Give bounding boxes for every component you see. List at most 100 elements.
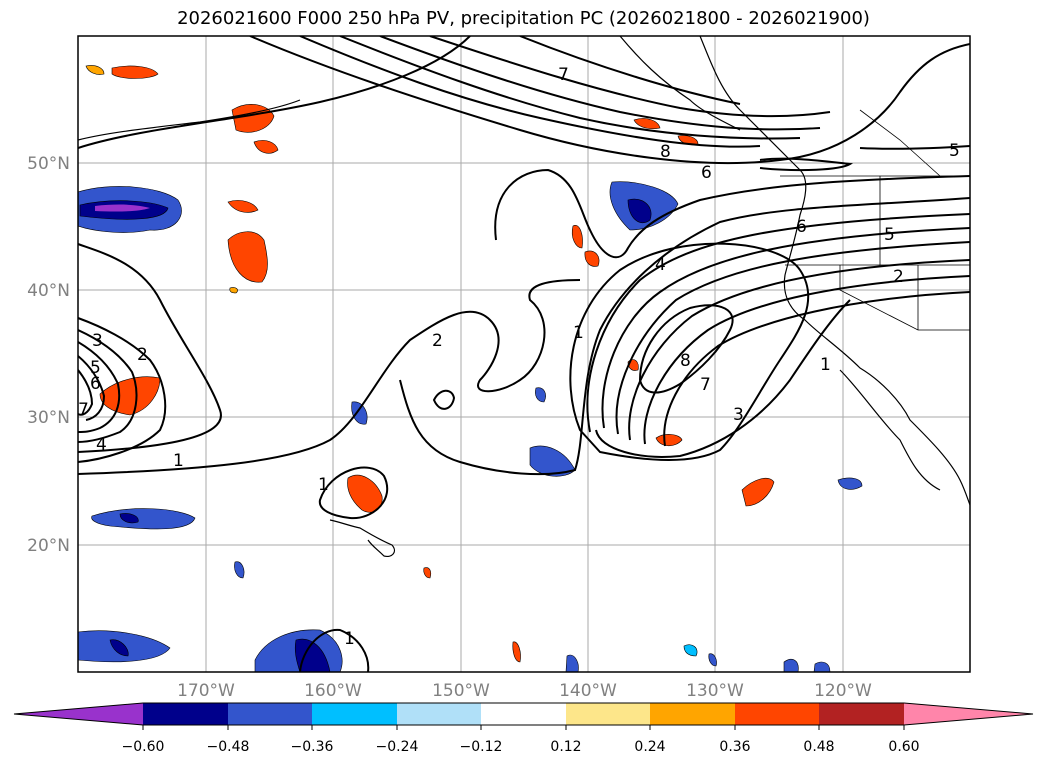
contour-label: 8 xyxy=(660,142,671,162)
precip-area xyxy=(227,231,268,283)
precip-area xyxy=(633,118,661,130)
pv-contour xyxy=(643,275,970,445)
precip-area xyxy=(837,477,863,490)
colorbar-segment xyxy=(397,703,481,725)
precip-area xyxy=(351,401,368,425)
pv-contour xyxy=(78,243,222,453)
contour-label: 1 xyxy=(344,629,355,649)
baja-coast xyxy=(839,369,941,491)
contour-label: 5 xyxy=(90,358,101,378)
pv-contour xyxy=(299,628,370,672)
pv-contour xyxy=(494,168,970,259)
precip-area xyxy=(347,474,383,513)
contour-label: 5 xyxy=(884,225,895,245)
map-frame xyxy=(77,35,971,673)
pv-contour xyxy=(78,329,138,443)
pv-contour xyxy=(78,369,94,416)
contour-label: 5 xyxy=(949,141,960,161)
contour-label: 2 xyxy=(432,331,443,351)
pv-contour xyxy=(595,299,851,458)
pv-contour xyxy=(78,355,106,421)
precip-area xyxy=(708,653,717,667)
colorbar-tick-label: 0.48 xyxy=(803,739,834,755)
colorbar-segment xyxy=(735,703,819,725)
lon-tick-label: 120°W xyxy=(814,681,872,701)
contour-label: 1 xyxy=(318,475,329,495)
colorbar-segment xyxy=(566,703,650,725)
contour-label: 8 xyxy=(680,351,691,371)
colorbar-segment xyxy=(819,703,904,725)
pv-contour xyxy=(339,36,801,140)
pv-contour xyxy=(859,145,970,150)
pv-contour xyxy=(569,242,810,461)
contour-label: 1 xyxy=(173,451,184,471)
colorbar-extend-left xyxy=(14,703,143,725)
precip-area xyxy=(85,65,105,75)
contour-label: 6 xyxy=(90,374,101,394)
pv-contour xyxy=(519,36,741,105)
contour-label: 3 xyxy=(92,331,103,351)
colorbar-segment xyxy=(481,703,566,725)
precip-area xyxy=(627,198,652,224)
precip-area xyxy=(683,644,698,657)
colorbar-tick-label: −0.48 xyxy=(207,739,250,755)
pv-contour-labels: 7 6 8 5 6 5 4 2 1 2 8 7 3 1 3 2 5 6 7 4 … xyxy=(78,65,960,649)
colorbar-segment xyxy=(650,703,735,725)
precip-area xyxy=(119,513,139,524)
precip-area xyxy=(535,387,546,403)
colorbar-tick-label: −0.12 xyxy=(460,739,503,755)
coastlines xyxy=(78,36,970,557)
pv-contour xyxy=(78,341,121,433)
pv-contour xyxy=(601,227,970,429)
precip-area xyxy=(253,140,279,154)
north-america-coast xyxy=(619,36,741,131)
colorbar-tick-label: −0.24 xyxy=(376,739,419,755)
pv-contour xyxy=(78,317,167,463)
precip-area xyxy=(655,434,683,447)
contour-label: 4 xyxy=(96,435,107,455)
colorbar-tick-label: 0.12 xyxy=(550,739,581,755)
pv-contour xyxy=(586,213,970,433)
colorbar-tick-label: 0.60 xyxy=(888,739,919,755)
pv-contour xyxy=(318,466,389,520)
pv-contour xyxy=(432,389,456,410)
precip-area xyxy=(231,104,275,133)
colorbar-segment xyxy=(312,703,397,725)
contour-label: 2 xyxy=(893,267,904,287)
colorbar-tick-label: 0.24 xyxy=(634,739,665,755)
longitude-labels: 170°W 160°W 150°W 140°W 130°W 120°W xyxy=(177,681,872,701)
precip-area xyxy=(565,654,579,672)
pv-contour xyxy=(78,36,471,149)
precip-area xyxy=(294,638,331,672)
lon-tick-label: 150°W xyxy=(432,681,490,701)
pv-contour xyxy=(249,36,970,164)
contour-label: 1 xyxy=(573,323,584,343)
pv-contour xyxy=(429,36,831,118)
contour-label: 1 xyxy=(820,355,831,375)
contour-label: 4 xyxy=(655,255,666,275)
colorbar-tick-label: −0.60 xyxy=(122,739,165,755)
pv-contour xyxy=(628,259,970,441)
aleutian-islands xyxy=(78,99,301,141)
pv-contour xyxy=(299,36,761,148)
pv-contour xyxy=(399,197,970,476)
hawaii-islands xyxy=(329,519,396,557)
precip-area xyxy=(91,508,196,530)
lon-tick-label: 140°W xyxy=(559,681,617,701)
colorbar-tick-label: 0.36 xyxy=(719,739,750,755)
colorbar-extend-right xyxy=(904,703,1033,725)
graticule xyxy=(78,36,970,672)
precip-area xyxy=(234,561,245,579)
pv-contour xyxy=(638,304,734,394)
precip-area xyxy=(813,661,831,672)
precip-area xyxy=(227,200,259,213)
contour-label: 6 xyxy=(701,163,712,183)
contour-label: 7 xyxy=(558,65,569,85)
precip-area xyxy=(109,639,129,657)
pv-contour xyxy=(663,291,970,447)
north-america-coast xyxy=(699,36,970,506)
colorbar-tick-label: −0.36 xyxy=(291,739,334,755)
contour-label: 7 xyxy=(78,400,89,420)
contour-label: 2 xyxy=(137,345,148,365)
